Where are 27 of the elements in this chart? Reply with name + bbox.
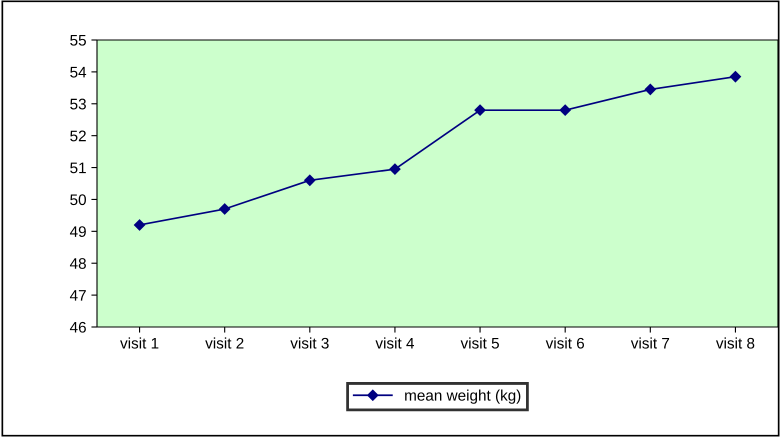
y-tick-label: 55 (70, 35, 86, 46)
x-tick-label: visit 7 (630, 337, 670, 349)
legend-label: mean weight (kg) (405, 390, 520, 404)
y-tick-label: 52 (70, 130, 86, 142)
point (560, 104, 571, 116)
x-tick-label: visit 5 (460, 337, 499, 349)
point (134, 219, 146, 231)
point (219, 203, 230, 215)
point (304, 174, 316, 186)
y-tick-label: 48 (70, 258, 86, 269)
y-tick-label: 47 (70, 290, 86, 301)
x-tick-label: visit 4 (375, 337, 414, 349)
y-tick-label: 51 (70, 162, 86, 174)
x-tick-label: visit 2 (205, 337, 244, 349)
point (389, 164, 401, 175)
x-tick-label: visit 8 (716, 337, 754, 349)
y-tick-label: 54 (70, 66, 86, 78)
y-tick-label: 46 (70, 322, 86, 333)
x-tick-label: visit 3 (290, 337, 329, 349)
x-tick-label: visit 6 (546, 337, 584, 349)
y-tick-label: 50 (70, 194, 86, 206)
x-tick-label: visit 1 (120, 337, 158, 349)
point (474, 104, 486, 116)
y-tick-label: 53 (70, 98, 86, 110)
y-tick-label: 49 (70, 226, 86, 238)
point (730, 71, 742, 82)
point (644, 84, 656, 96)
